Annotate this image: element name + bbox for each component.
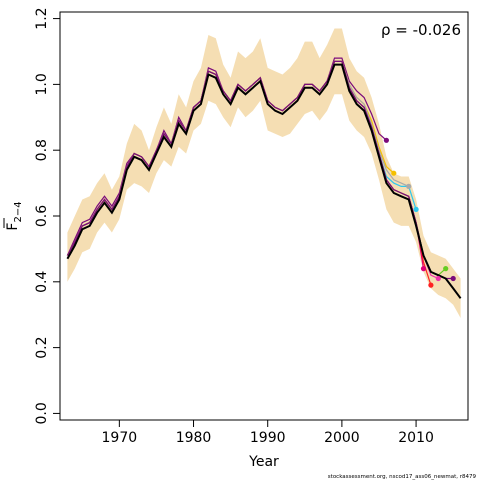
series-endpoints-layer bbox=[383, 137, 456, 288]
y-tick-label: 1.2 bbox=[34, 7, 50, 29]
y-tick-label: 0.4 bbox=[34, 271, 50, 293]
confidence-band-layer bbox=[67, 28, 461, 318]
x-axis-title: Year bbox=[248, 454, 279, 470]
base-series-line bbox=[66, 63, 462, 299]
retro-series-line bbox=[66, 60, 454, 280]
retro-series-endpoint bbox=[428, 282, 434, 288]
y-axis: 0.0 0.2 0.4 0.6 0.8 1.0 1.2 bbox=[34, 7, 60, 425]
x-tick-label: 1990 bbox=[250, 430, 286, 446]
retro-series-endpoint bbox=[383, 137, 389, 143]
y-axis-title-main: F bbox=[5, 223, 21, 231]
y-axis-title: F2−4 bbox=[5, 201, 24, 230]
confidence-band bbox=[67, 28, 461, 318]
y-axis-title-sub: 2−4 bbox=[13, 201, 24, 222]
y-tick-label: 0.0 bbox=[34, 402, 50, 424]
x-axis: 1970 1980 1990 2000 2010 bbox=[102, 420, 434, 446]
y-tick-label: 0.8 bbox=[34, 139, 50, 161]
y-tick-label: 0.6 bbox=[34, 205, 50, 227]
y-tick-label: 0.2 bbox=[34, 336, 50, 358]
x-tick-label: 1970 bbox=[102, 430, 138, 446]
retro-series-endpoint bbox=[420, 266, 427, 272]
x-tick-label: 2000 bbox=[324, 430, 360, 446]
y-tick-label: 1.0 bbox=[34, 73, 50, 95]
x-tick-label: 2010 bbox=[398, 430, 434, 446]
retro-series-endpoint bbox=[391, 170, 397, 176]
rho-annotation: ρ = -0.026 bbox=[381, 21, 461, 39]
retro-series-endpoint bbox=[435, 275, 441, 282]
series-lines-layer bbox=[66, 57, 462, 299]
x-tick-label: 1980 bbox=[176, 430, 212, 446]
retro-series-endpoint bbox=[450, 275, 456, 282]
y-axis-title-group: F2−4 bbox=[3, 201, 24, 231]
source-credit: stockassessment.org, nscod17_ass06_newma… bbox=[328, 474, 477, 480]
retro-series-endpoint bbox=[443, 266, 449, 272]
retro-series-endpoint bbox=[413, 206, 419, 212]
retro-series-endpoint bbox=[406, 183, 412, 189]
